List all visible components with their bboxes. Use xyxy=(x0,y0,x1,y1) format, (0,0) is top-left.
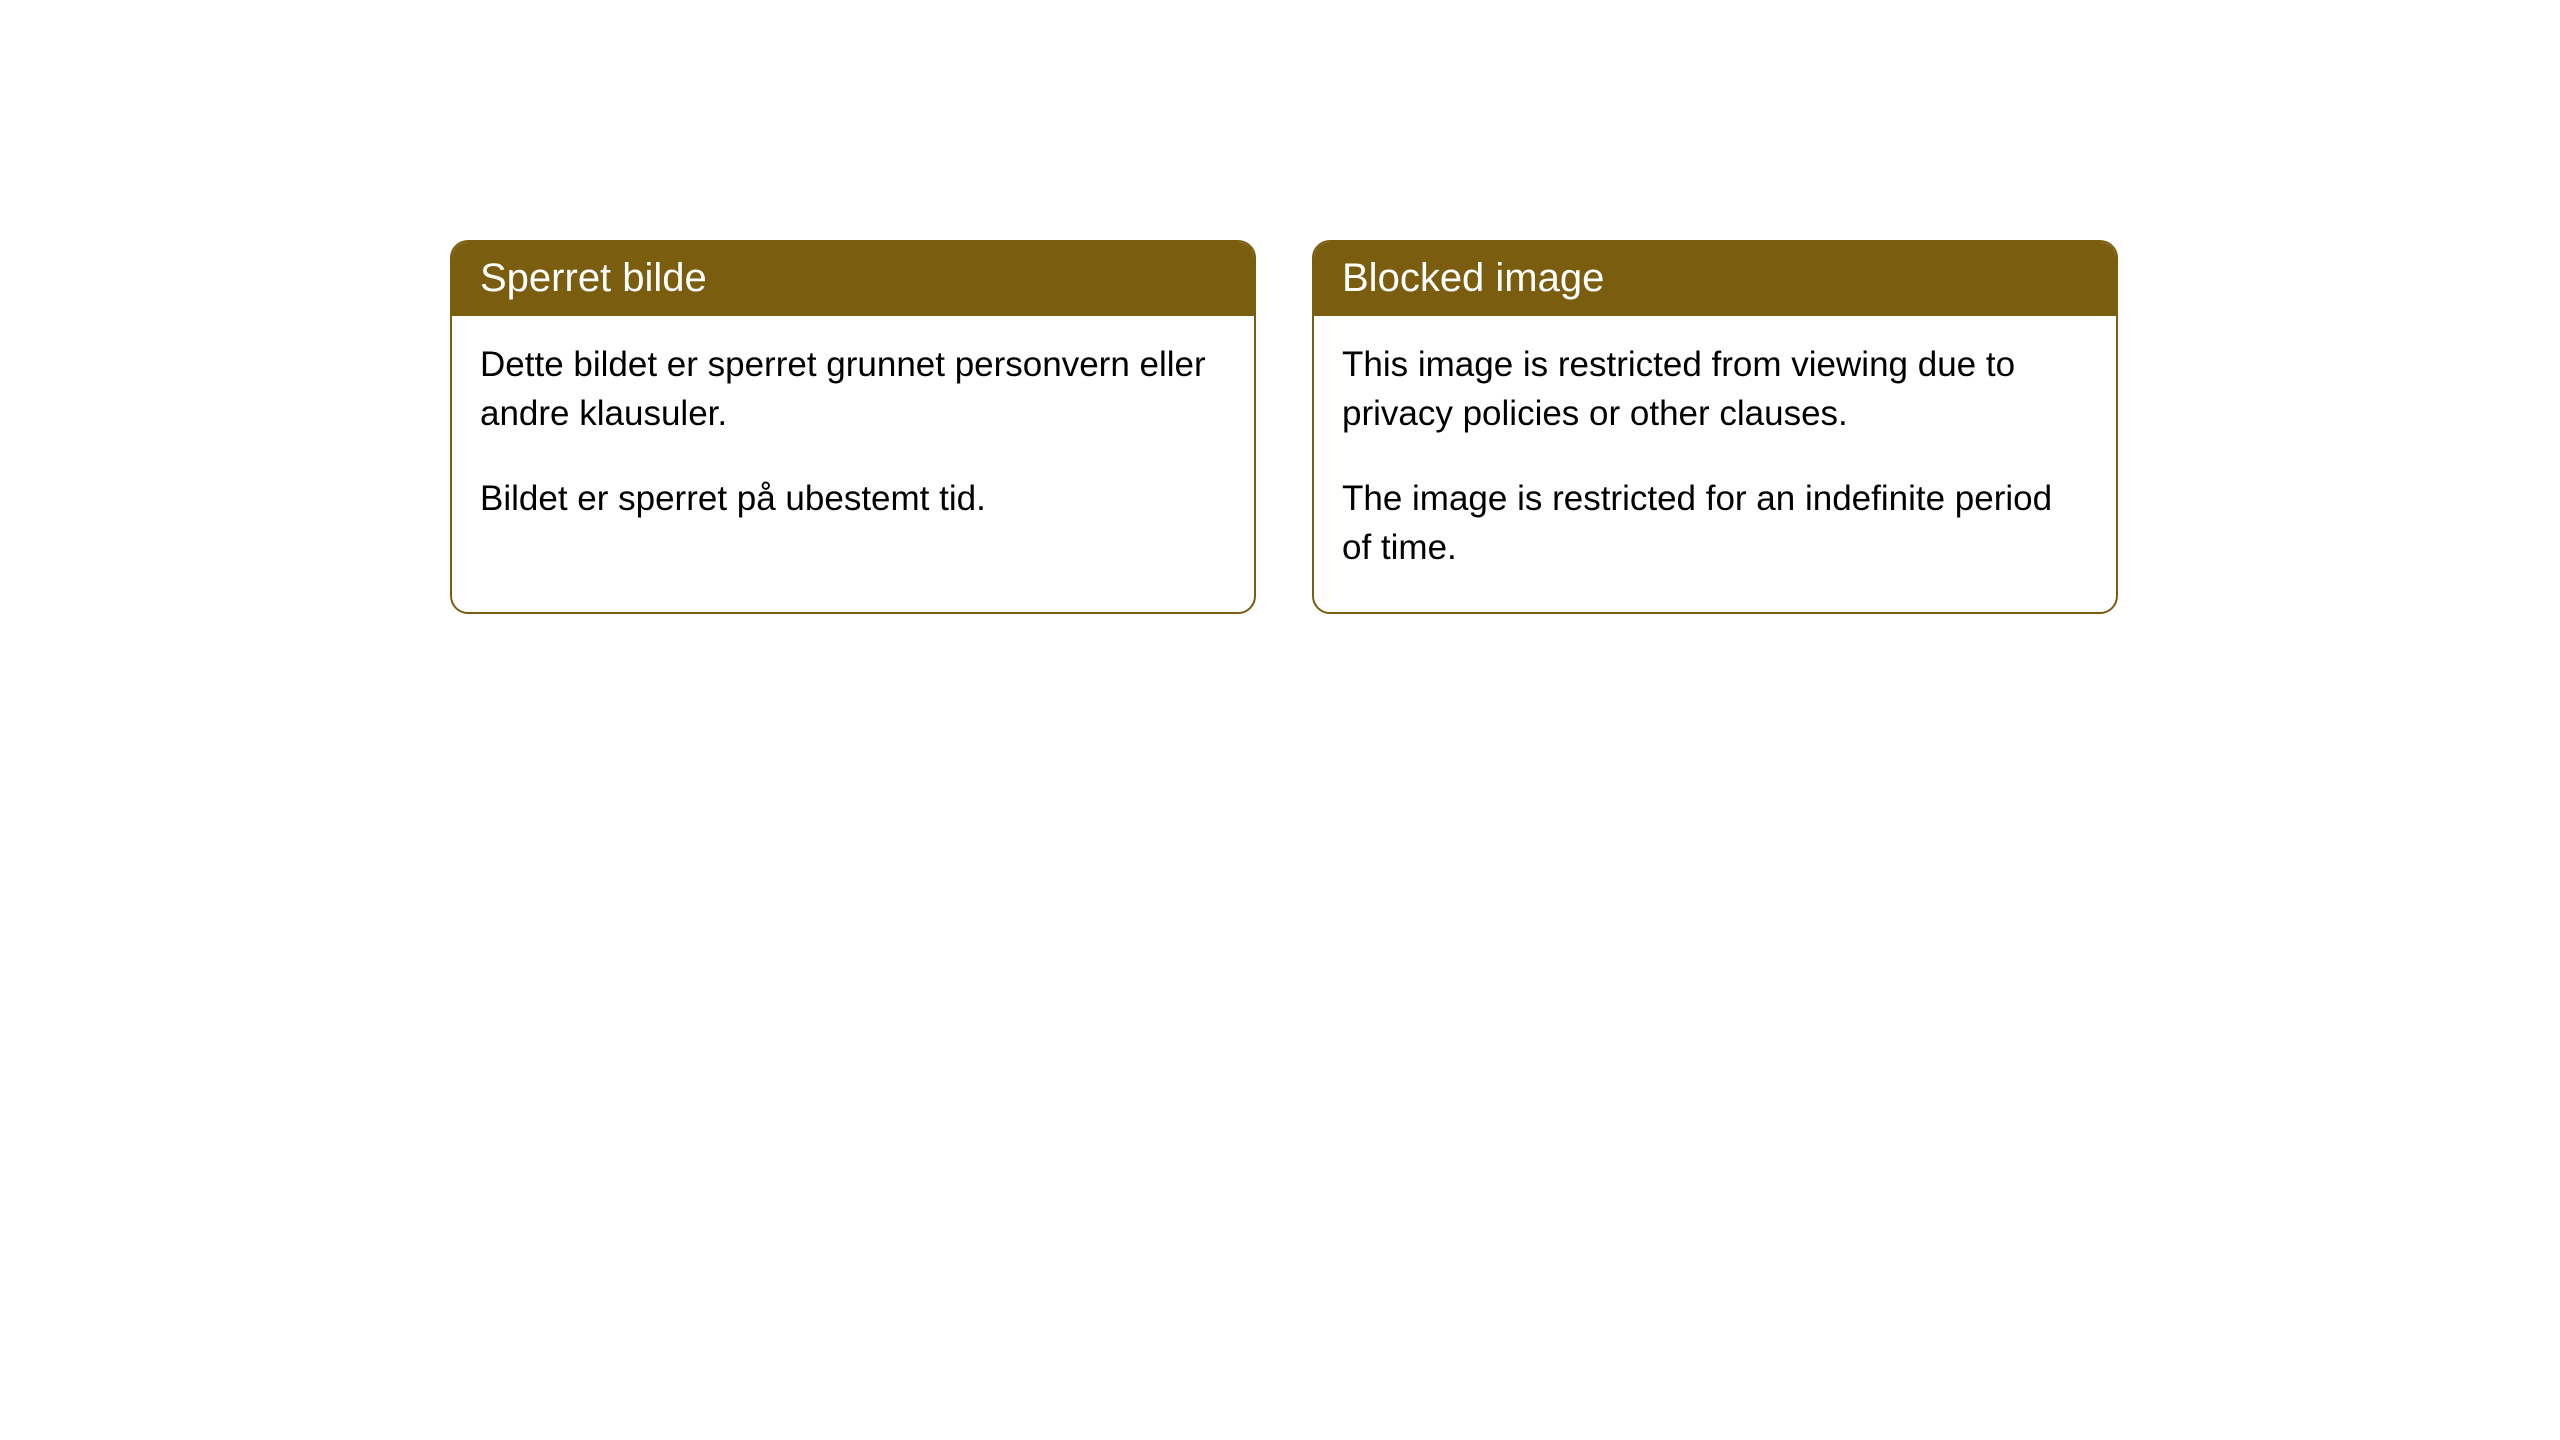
card-body: Dette bildet er sperret grunnet personve… xyxy=(452,316,1254,563)
card-header: Blocked image xyxy=(1314,242,2116,316)
card-paragraph: Dette bildet er sperret grunnet personve… xyxy=(480,340,1226,438)
card-body: This image is restricted from viewing du… xyxy=(1314,316,2116,612)
card-paragraph: The image is restricted for an indefinit… xyxy=(1342,474,2088,572)
card-paragraph: This image is restricted from viewing du… xyxy=(1342,340,2088,438)
card-title: Blocked image xyxy=(1342,256,1604,300)
card-header: Sperret bilde xyxy=(452,242,1254,316)
notice-card-norwegian: Sperret bilde Dette bildet er sperret gr… xyxy=(450,240,1256,614)
notice-card-english: Blocked image This image is restricted f… xyxy=(1312,240,2118,614)
notice-cards-container: Sperret bilde Dette bildet er sperret gr… xyxy=(450,240,2118,614)
card-paragraph: Bildet er sperret på ubestemt tid. xyxy=(480,474,1226,523)
card-title: Sperret bilde xyxy=(480,256,707,300)
